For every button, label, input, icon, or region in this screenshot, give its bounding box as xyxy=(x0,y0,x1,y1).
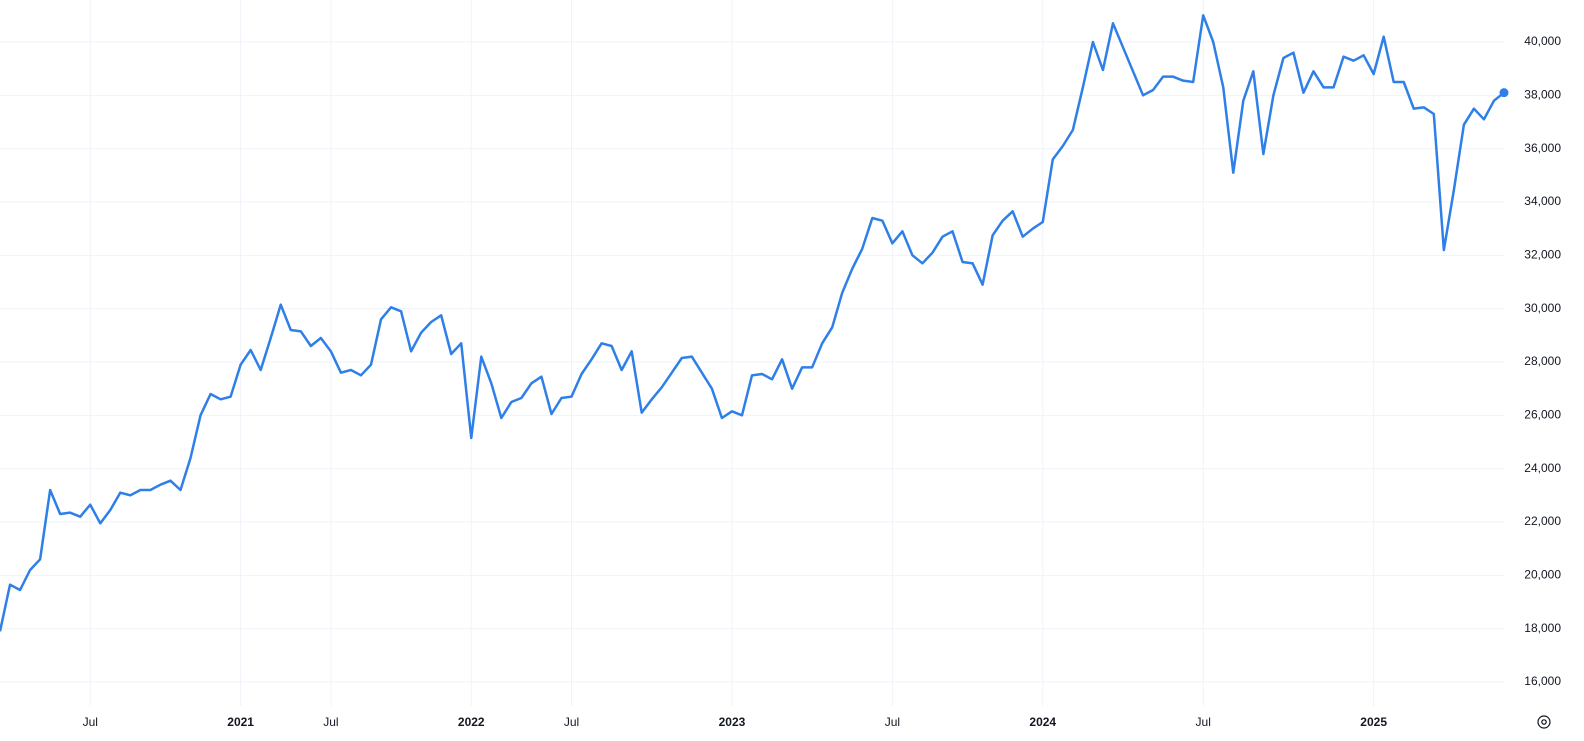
x-tick-label: Jul xyxy=(1196,715,1211,729)
last-point xyxy=(1499,88,1509,98)
y-tick-label: 20,000 xyxy=(1524,568,1561,582)
x-tick-label: Jul xyxy=(323,715,338,729)
y-tick-label: 32,000 xyxy=(1524,248,1561,262)
x-tick-label: 2024 xyxy=(1029,715,1056,729)
y-tick-label: 26,000 xyxy=(1524,408,1561,422)
y-tick-label: 22,000 xyxy=(1524,514,1561,528)
plot: 16,000 18,000 20,000 22,000 24,000 26,000 28,0… xyxy=(0,0,1561,729)
y-tick-label: 16,000 xyxy=(1524,674,1561,688)
x-tick-label: Jul xyxy=(83,715,98,729)
y-tick-label: 34,000 xyxy=(1524,194,1561,208)
x-tick-label: Jul xyxy=(564,715,579,729)
y-tick-label: 36,000 xyxy=(1524,141,1561,155)
x-tick-label: 2022 xyxy=(458,715,485,729)
y-tick-label: 38,000 xyxy=(1524,88,1561,102)
y-tick-label: 18,000 xyxy=(1524,621,1561,635)
settings-icon[interactable] xyxy=(1537,715,1551,729)
x-tick-label: Jul xyxy=(885,715,900,729)
y-tick-label: 28,000 xyxy=(1524,354,1561,368)
y-tick-label: 30,000 xyxy=(1524,301,1561,315)
y-tick-label: 24,000 xyxy=(1524,461,1561,475)
y-tick-label: 40,000 xyxy=(1524,34,1561,48)
x-tick-label: 2021 xyxy=(227,715,254,729)
x-tick-label: 2023 xyxy=(719,715,746,729)
price-line xyxy=(0,14,1505,632)
x-tick-label: 2025 xyxy=(1360,715,1387,729)
